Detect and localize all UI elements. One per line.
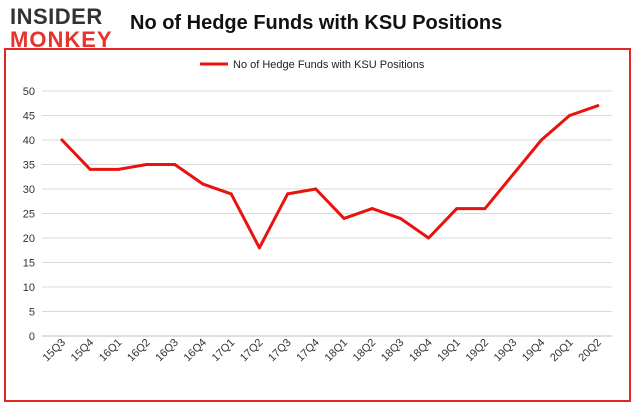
x-tick-label: 16Q1 [97, 337, 125, 365]
x-tick-label: 15Q3 [41, 337, 69, 365]
x-axis-ticks: 15Q3 15Q4 16Q1 16Q2 16Q3 16Q4 17Q1 17Q2 17Q3 17Q4… [41, 337, 604, 365]
data-point [116, 167, 120, 171]
data-point [88, 167, 92, 171]
insider-monkey-logo: INSIDER MONKEY [10, 6, 118, 54]
gridlines [42, 90, 612, 337]
data-point [539, 138, 543, 142]
data-point [483, 207, 487, 211]
data-point [455, 207, 459, 211]
y-tick-label: 40 [23, 135, 35, 147]
series-line [60, 104, 600, 250]
y-tick-label: 50 [23, 86, 35, 98]
x-tick-label: 17Q4 [294, 337, 322, 365]
data-point [342, 216, 346, 220]
x-tick-label: 17Q3 [266, 337, 294, 365]
data-point [229, 192, 233, 196]
x-tick-label: 17Q2 [238, 337, 266, 365]
x-tick-label: 18Q4 [407, 337, 435, 365]
data-point [427, 236, 431, 240]
y-tick-label: 15 [23, 258, 35, 270]
x-tick-label: 18Q2 [351, 337, 379, 365]
data-point [596, 104, 600, 108]
x-tick-label: 18Q1 [323, 337, 351, 365]
series-layer [60, 104, 600, 250]
legend-label: No of Hedge Funds with KSU Positions [233, 59, 425, 71]
x-tick-label: 18Q3 [379, 337, 407, 365]
y-axis-ticks: 0 5 10 15 20 25 30 35 40 45 50 [23, 86, 35, 343]
chart-title: No of Hedge Funds with KSU Positions [130, 12, 503, 34]
y-tick-label: 0 [29, 331, 35, 343]
y-tick-label: 30 [23, 184, 35, 196]
legend: No of Hedge Funds with KSU Positions [200, 59, 425, 71]
y-tick-label: 25 [23, 209, 35, 221]
y-tick-label: 35 [23, 160, 35, 172]
data-point [60, 138, 64, 142]
x-tick-label: 19Q2 [464, 337, 492, 365]
data-point [398, 216, 402, 220]
data-point [370, 207, 374, 211]
data-point [257, 246, 261, 250]
data-point [314, 187, 318, 191]
y-tick-label: 5 [29, 307, 35, 319]
x-tick-label: 16Q4 [182, 337, 210, 365]
x-tick-label: 16Q2 [125, 337, 153, 365]
logo-line-1: INSIDER [10, 4, 103, 29]
logo-line-2: MONKEY [10, 27, 113, 52]
x-tick-label: 15Q4 [69, 337, 97, 365]
y-tick-label: 10 [23, 282, 35, 294]
data-point [201, 182, 205, 186]
x-tick-label: 19Q4 [520, 337, 548, 365]
y-tick-label: 20 [23, 233, 35, 245]
chart-frame [4, 48, 631, 402]
x-tick-label: 19Q1 [435, 337, 463, 365]
data-point [511, 172, 515, 176]
x-tick-label: 16Q3 [153, 337, 181, 365]
data-point [568, 114, 572, 117]
x-tick-label: 17Q1 [210, 337, 238, 365]
x-tick-label: 20Q1 [548, 337, 576, 365]
x-tick-label: 20Q2 [576, 337, 604, 365]
data-point [286, 192, 290, 196]
data-point [173, 163, 177, 166]
data-point [145, 163, 149, 166]
x-tick-label: 19Q3 [492, 337, 520, 365]
y-tick-label: 45 [23, 111, 35, 123]
